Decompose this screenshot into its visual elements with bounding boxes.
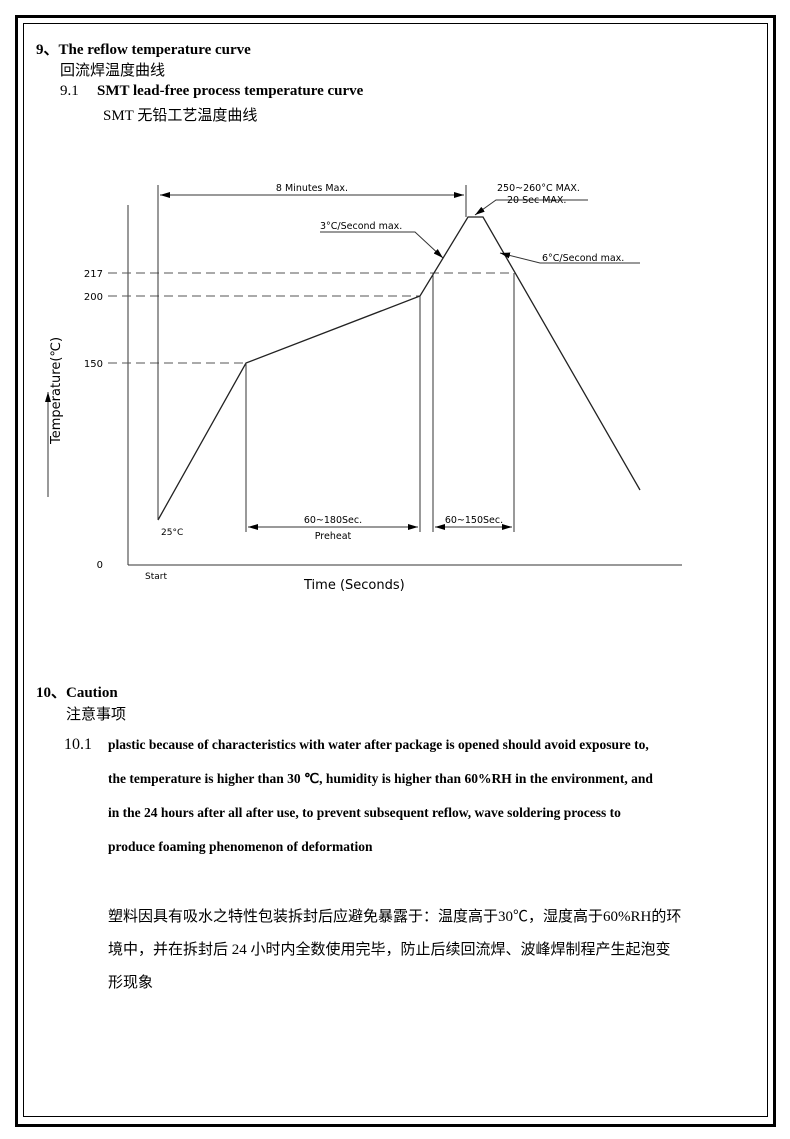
section-9-title: 9、The reflow temperature curve xyxy=(36,42,251,58)
y-tick: 217 xyxy=(84,269,103,280)
item-number: 10.1 xyxy=(64,736,92,753)
preheat-time-label: 60~180Sec. xyxy=(304,515,362,526)
start-label: Start xyxy=(145,572,167,582)
reflow-time-label: 60~150Sec. xyxy=(445,515,503,526)
temperature-curve xyxy=(157,216,641,521)
y-tick: 0 xyxy=(97,560,103,571)
section-10-title-cn: 注意事项 xyxy=(66,707,127,723)
subsection-title-cn: SMT 无铅工艺温度曲线 xyxy=(103,108,258,124)
ramp-down-label: 6°C/Second max. xyxy=(542,253,624,264)
caution-cn-line: 形现象 xyxy=(108,975,154,991)
peak-temp-label: 250~260°C MAX. xyxy=(497,183,580,194)
caution-line: plastic because of characteristics with … xyxy=(108,737,649,752)
caution-line: produce foaming phenomenon of deformatio… xyxy=(108,839,373,854)
preheat-label: Preheat xyxy=(315,531,352,542)
x-axis-label: Time (Seconds) xyxy=(303,578,405,593)
caution-line: in the 24 hours after all after use, to … xyxy=(108,805,621,820)
y-axis-label: Temperature(℃) xyxy=(49,337,64,445)
y-tick: 150 xyxy=(84,359,103,370)
outer-border xyxy=(15,15,776,1127)
start-temp-label: 25°C xyxy=(161,528,183,538)
total-time-label: 8 Minutes Max. xyxy=(276,183,348,194)
section-9-title-cn: 回流焊温度曲线 xyxy=(60,63,166,79)
y-tick: 200 xyxy=(84,292,103,303)
peak-time-label: 20 Sec MAX. xyxy=(507,195,566,206)
subsection-title: SMT lead-free process temperature curve xyxy=(97,83,364,99)
section-10-title: 10、Caution xyxy=(36,685,118,701)
ramp-up-label: 3°C/Second max. xyxy=(320,221,402,232)
reflow-diagram: Temperature(℃) Time (Seconds) 217 200 15… xyxy=(45,183,682,593)
caution-line: the temperature is higher than 30 ℃, hum… xyxy=(108,771,653,786)
subsection-number: 9.1 xyxy=(60,83,79,99)
caution-cn-line: 塑料因具有吸水之特性包装拆封后应避免暴露于：温度高于30℃，湿度高于60%RH的… xyxy=(108,909,682,925)
reference-lines xyxy=(108,272,514,364)
inner-border xyxy=(23,23,768,1117)
caution-cn-line: 境中，并在拆封后 24 小时内全数使用完毕，防止后续回流焊、波峰焊制程产生起泡变 xyxy=(108,942,671,958)
